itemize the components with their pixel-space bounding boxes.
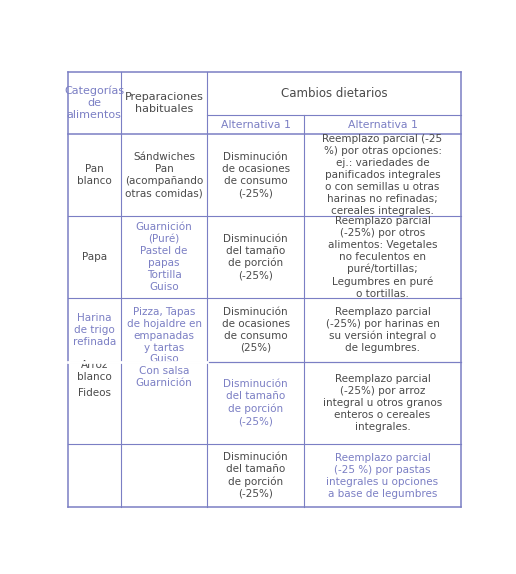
Text: Papa: Papa [82,252,107,262]
Text: Reemplazo parcial
(-25%) por otros
alimentos: Vegetales
no feculentos en
puré/to: Reemplazo parcial (-25%) por otros alime… [328,215,437,298]
Text: Disminución
del tamaño
de porción
(-25%): Disminución del tamaño de porción (-25%) [223,234,288,281]
Text: Reemplazo parcial (-25
%) por otras opciones:
ej.: variedades de
panificados int: Reemplazo parcial (-25 %) por otras opci… [322,134,443,216]
Text: Disminución
del tamaño
de porción
(-25%): Disminución del tamaño de porción (-25%) [223,379,288,426]
Text: Preparaciones
habituales: Preparaciones habituales [125,92,203,114]
Text: Disminución
de ocasiones
de consumo
(-25%): Disminución de ocasiones de consumo (-25… [221,152,289,198]
Text: Alternativa 1: Alternativa 1 [221,120,291,130]
Text: Disminución
del tamaño
de porción
(-25%): Disminución del tamaño de porción (-25%) [223,452,288,499]
Text: Categorías
de
alimentos: Categorías de alimentos [64,86,124,121]
Text: Reemplazo parcial
(-25 %) por pastas
integrales u opciones
a base de legumbres: Reemplazo parcial (-25 %) por pastas int… [327,452,439,499]
Text: Pizza, Tapas
de hojaldre en
empanadas
y tartas: Pizza, Tapas de hojaldre en empanadas y … [126,307,202,353]
Text: Guiso
Con salsa
Guarnición: Guiso Con salsa Guarnición [136,354,192,388]
Text: Guarnición
(Puré)
Pastel de
papas
Tortilla
Guiso: Guarnición (Puré) Pastel de papas Tortil… [136,222,192,292]
Text: Fideos: Fideos [78,389,111,398]
Text: Disminución
de ocasiones
de consumo
(25%): Disminución de ocasiones de consumo (25%… [221,307,289,353]
Text: Alternativa 1: Alternativa 1 [348,120,417,130]
Text: Reemplazo parcial
(-25%) por arroz
integral u otros granos
enteros o cereales
in: Reemplazo parcial (-25%) por arroz integ… [323,374,442,432]
Text: Arroz
blanco: Arroz blanco [77,360,111,382]
Text: Cambios dietarios: Cambios dietarios [281,87,388,100]
Text: Reemplazo parcial
(-25%) por harinas en
su versión integral o
de legumbres.: Reemplazo parcial (-25%) por harinas en … [326,307,440,353]
Text: Harina
de trigo
refinada: Harina de trigo refinada [73,313,116,347]
Text: Sándwiches
Pan
(acompañando
otras comidas): Sándwiches Pan (acompañando otras comida… [125,152,203,198]
Text: Pan
blanco: Pan blanco [77,164,111,186]
